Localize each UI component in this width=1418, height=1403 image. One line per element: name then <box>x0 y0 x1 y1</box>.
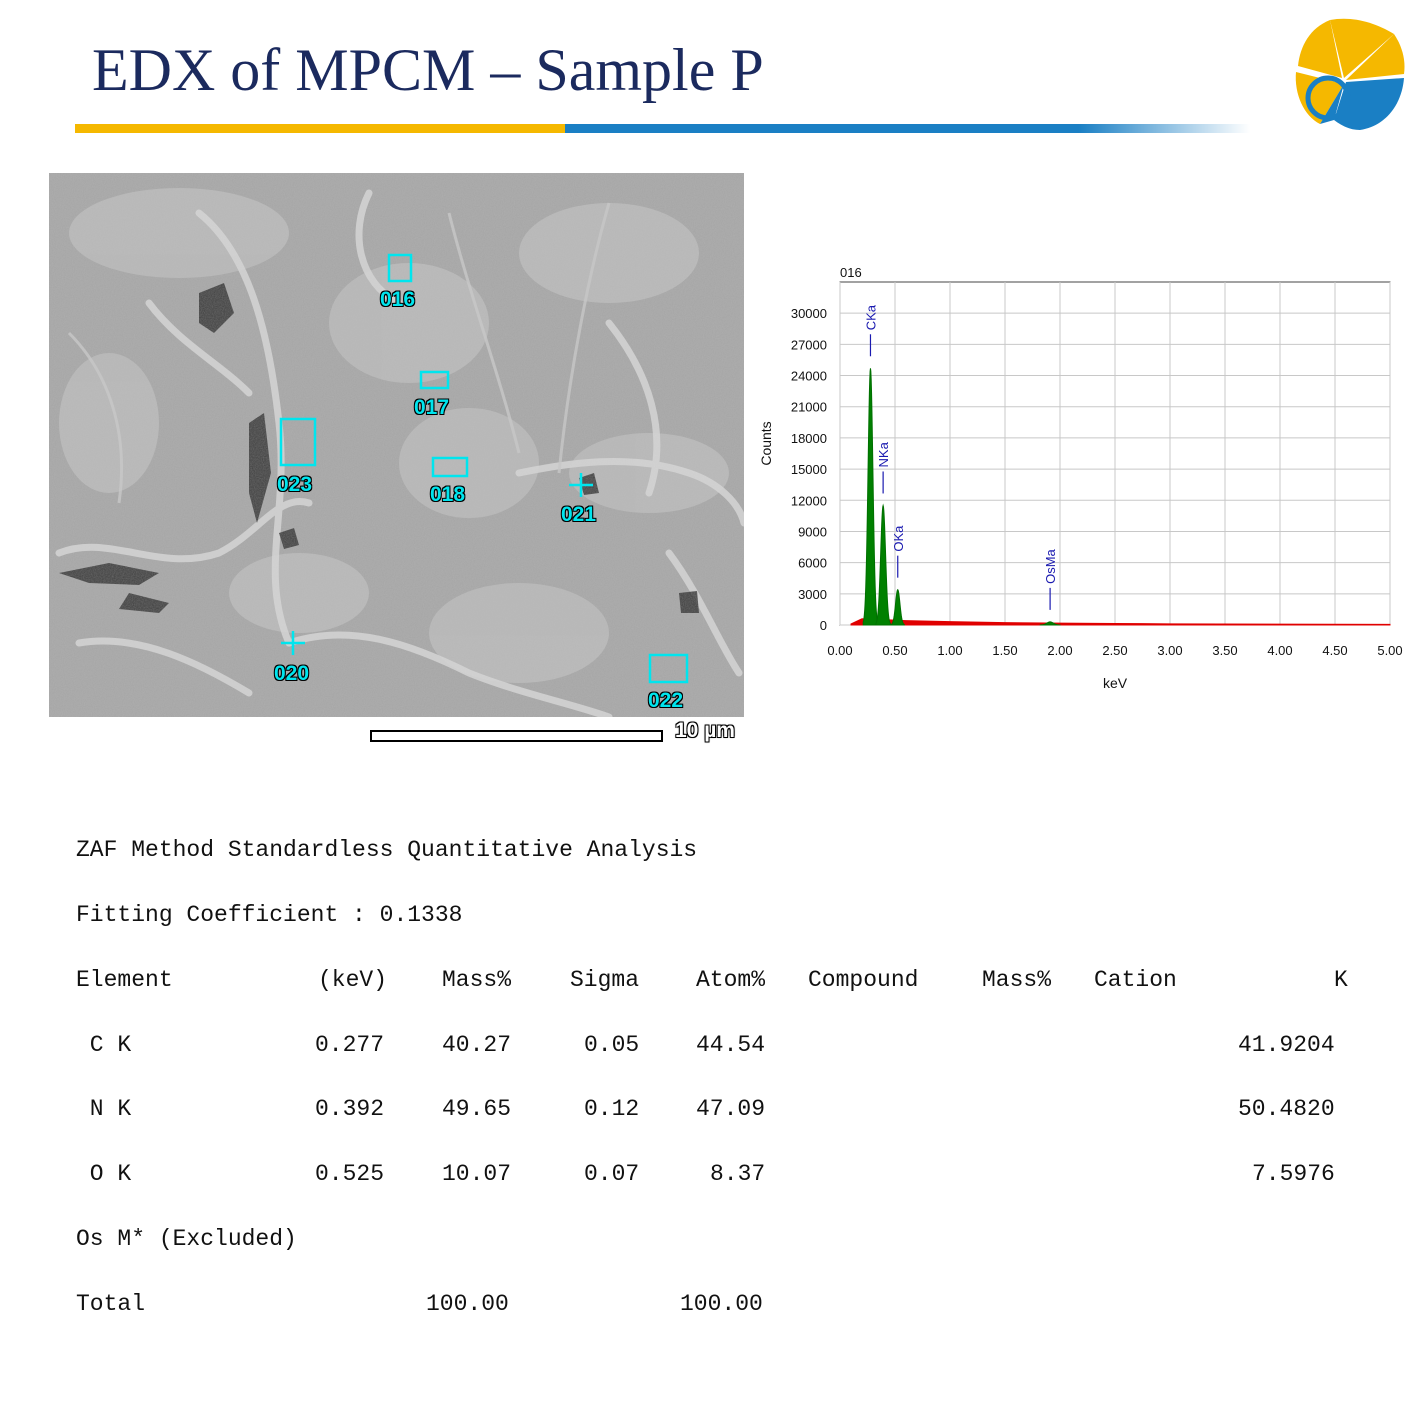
total-atom: 100.00 <box>680 1290 763 1317</box>
x-axis-label: keV <box>1103 675 1128 691</box>
spectrum-peak-osma <box>1039 621 1061 626</box>
row-k: 50.4820 <box>1238 1096 1335 1123</box>
x-tick-label: 0.50 <box>882 643 907 658</box>
row-kev: 0.277 <box>315 1031 385 1058</box>
report-heading: ZAF Method Standardless Quantitative Ana… <box>76 837 698 864</box>
y-tick-label: 21000 <box>791 400 827 415</box>
peak-label: NKa <box>876 441 891 467</box>
y-tick-label: 27000 <box>791 337 827 352</box>
row-k: 7.5976 <box>1252 1161 1335 1188</box>
roi-box-017 <box>419 370 450 390</box>
row-mass: 10.07 <box>442 1161 512 1188</box>
ginkgo-logo-icon <box>1295 18 1405 130</box>
slide-title: EDX of MPCM – Sample P <box>92 37 764 103</box>
roi-label-020: 020 <box>274 662 310 685</box>
x-tick-label: 5.00 <box>1377 643 1402 658</box>
row-mass: 49.65 <box>442 1096 512 1123</box>
row-atom: 8.37 <box>710 1161 766 1188</box>
x-tick-label: 0.00 <box>827 643 852 658</box>
row-sigma: 0.05 <box>584 1031 640 1058</box>
row-sigma: 0.07 <box>584 1161 640 1188</box>
report-header-row: Element (keV) Mass% Sigma Atom% Compound… <box>76 966 1376 993</box>
roi-box-016 <box>387 253 413 283</box>
edx-spectrum-chart: 0.00 0.50 1.00 1.50 2.00 2.50 3.00 3.50 4.00 4.50… <box>758 265 1403 691</box>
row-kev: 0.392 <box>315 1096 385 1123</box>
col-atom: Atom% <box>696 966 766 993</box>
row-element: N K <box>76 1096 132 1123</box>
col-mass2: Mass% <box>982 966 1052 993</box>
row-atom: 44.54 <box>696 1031 766 1058</box>
x-tick-label: 2.50 <box>1102 643 1127 658</box>
peak-label: CKa <box>863 304 878 330</box>
sem-micrograph <box>49 173 744 717</box>
x-tick-label: 4.00 <box>1267 643 1292 658</box>
y-tick-label: 30000 <box>791 306 827 321</box>
roi-box-023 <box>279 417 317 467</box>
x-tick-label: 1.00 <box>937 643 962 658</box>
col-k: K <box>1334 966 1348 993</box>
title-rule <box>75 124 1250 133</box>
report-excluded: Os M* (Excluded) <box>76 1225 297 1252</box>
roi-box-022 <box>648 653 689 684</box>
roi-point-021 <box>569 473 593 497</box>
roi-label-016: 016 <box>380 288 416 311</box>
x-tick-label: 3.00 <box>1157 643 1182 658</box>
col-element: Element <box>76 966 173 993</box>
y-tick-label: 12000 <box>791 493 827 508</box>
table-row: N K 0.392 49.65 0.12 47.09 50.4820 <box>76 1096 1376 1123</box>
quant-report: ZAF Method Standardless Quantitative Ana… <box>76 797 1376 1337</box>
scale-bar-label: 10 µm <box>675 719 735 742</box>
y-tick-label: 24000 <box>791 369 827 384</box>
col-mass: Mass% <box>442 966 512 993</box>
y-axis-label: Counts <box>758 421 774 465</box>
scale-bar <box>370 730 663 742</box>
y-tick-label: 0 <box>820 618 827 633</box>
row-element: O K <box>76 1161 132 1188</box>
x-tick-label: 2.00 <box>1047 643 1072 658</box>
row-mass: 40.27 <box>442 1031 512 1058</box>
peak-label: OKa <box>891 525 906 552</box>
table-row: O K 0.525 10.07 0.07 8.37 7.5976 <box>76 1161 1376 1188</box>
chart-title: 016 <box>840 265 862 280</box>
y-tick-label: 9000 <box>798 524 827 539</box>
col-kev: (keV) <box>318 966 388 993</box>
roi-label-017: 017 <box>414 396 450 419</box>
report-fitting: Fitting Coefficient : 0.1338 <box>76 901 463 928</box>
total-label: Total <box>76 1290 146 1317</box>
y-tick-label: 18000 <box>791 431 827 446</box>
roi-label-021: 021 <box>561 503 597 526</box>
report-total-row: Total 100.00 100.00 <box>76 1290 1376 1317</box>
col-sigma: Sigma <box>570 966 640 993</box>
row-atom: 47.09 <box>696 1096 766 1123</box>
spectrum-background <box>850 618 1391 626</box>
col-cation: Cation <box>1094 966 1177 993</box>
y-tick-label: 15000 <box>791 462 827 477</box>
roi-point-020 <box>281 631 305 655</box>
y-tick-label: 3000 <box>798 587 827 602</box>
x-tick-label: 3.50 <box>1212 643 1237 658</box>
roi-label-023: 023 <box>277 473 313 496</box>
col-compound: Compound <box>808 966 919 993</box>
row-kev: 0.525 <box>315 1161 385 1188</box>
spectrum-peak-cka <box>862 368 879 626</box>
y-tick-label: 6000 <box>798 556 827 571</box>
spectrum-peak-oka <box>890 588 905 626</box>
x-tick-label: 1.50 <box>992 643 1017 658</box>
total-mass: 100.00 <box>426 1290 509 1317</box>
row-sigma: 0.12 <box>584 1096 640 1123</box>
spectrum-peak-nka <box>875 503 891 626</box>
roi-box-018 <box>431 456 469 478</box>
x-tick-label: 4.50 <box>1322 643 1347 658</box>
roi-label-022: 022 <box>648 689 684 712</box>
row-element: C K <box>76 1031 132 1058</box>
row-k: 41.9204 <box>1238 1031 1335 1058</box>
roi-label-018: 018 <box>430 483 466 506</box>
table-row: C K 0.277 40.27 0.05 44.54 41.9204 <box>76 1031 1376 1058</box>
peak-label: OsMa <box>1043 548 1058 583</box>
